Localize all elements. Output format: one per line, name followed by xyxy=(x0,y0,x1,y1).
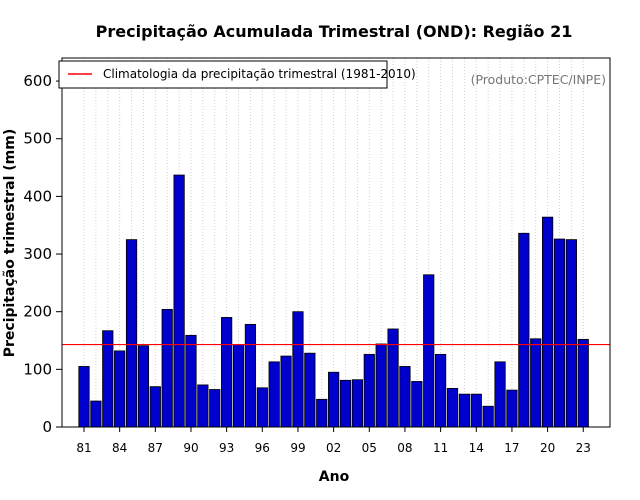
bar-1997 xyxy=(268,361,280,428)
bar-1981 xyxy=(78,366,90,428)
y-tick-label-500: 500 xyxy=(23,130,52,148)
bar-2002 xyxy=(328,371,340,428)
bar-1988 xyxy=(161,308,173,428)
x-tick-label-23: 23 xyxy=(576,441,591,455)
bar-2005 xyxy=(363,353,375,428)
bar-1985 xyxy=(125,239,138,428)
bar-2022 xyxy=(565,239,577,428)
bar-1998 xyxy=(280,355,292,428)
x-tick-label-99: 99 xyxy=(290,441,305,455)
bar-2008 xyxy=(399,366,411,428)
y-tick-label-400: 400 xyxy=(23,187,52,205)
x-tick-label-17: 17 xyxy=(504,441,519,455)
bar-1999 xyxy=(292,311,304,428)
plot-frame xyxy=(61,57,611,428)
x-tick-label-90: 90 xyxy=(183,441,198,455)
bar-1984 xyxy=(114,350,126,428)
bar-2006 xyxy=(375,343,387,428)
y-axis-label: Precipitação trimestral (mm) xyxy=(2,129,18,357)
y-tick-label-200: 200 xyxy=(23,303,52,321)
bar-1994 xyxy=(232,344,245,428)
y-tick-label-100: 100 xyxy=(23,360,52,378)
x-tick-label-11: 11 xyxy=(433,441,448,455)
bar-2020 xyxy=(541,216,554,428)
bar-2010 xyxy=(423,274,435,428)
bar-2000 xyxy=(304,352,316,428)
bar-2011 xyxy=(435,353,447,428)
x-tick-label-87: 87 xyxy=(148,441,163,455)
bar-2018 xyxy=(518,232,530,428)
y-tick-label-0: 0 xyxy=(42,418,52,436)
bar-1995 xyxy=(244,323,257,428)
bar-1992 xyxy=(209,389,221,428)
x-tick-label-96: 96 xyxy=(255,441,270,455)
bar-2017 xyxy=(506,389,518,428)
x-tick-label-02: 02 xyxy=(326,441,341,455)
bar-1989 xyxy=(173,174,185,428)
bar-2023 xyxy=(577,338,589,428)
bar-2014 xyxy=(470,393,482,428)
x-tick-label-81: 81 xyxy=(76,441,91,455)
x-tick-label-14: 14 xyxy=(469,441,484,455)
bar-1987 xyxy=(149,386,161,428)
y-tick-label-600: 600 xyxy=(23,72,52,90)
bar-1990 xyxy=(185,334,197,428)
bar-2016 xyxy=(494,361,506,428)
chart-title: Precipitação Acumulada Trimestral (OND):… xyxy=(96,22,573,41)
x-tick-label-93: 93 xyxy=(219,441,234,455)
legend-label: Climatologia da precipitação trimestral … xyxy=(103,67,416,81)
y-axis: 0 100 200 300 400 500 600 xyxy=(23,72,62,436)
bar-1991 xyxy=(197,384,209,428)
vertical-gridlines xyxy=(83,58,584,427)
bar-1993 xyxy=(221,317,233,428)
bar-2021 xyxy=(553,238,566,428)
x-axis: 81 84 87 90 93 96 99 02 05 08 11 14 17 20 23 xyxy=(76,427,591,455)
bar-1983 xyxy=(102,330,114,428)
x-tick-label-84: 84 xyxy=(112,441,127,455)
bar-2007 xyxy=(387,328,399,428)
legend: Climatologia da precipitação trimestral … xyxy=(58,60,416,89)
y-tick-label-300: 300 xyxy=(23,245,52,263)
bar-2012 xyxy=(446,387,459,428)
x-tick-label-20: 20 xyxy=(540,441,555,455)
x-tick-label-05: 05 xyxy=(362,441,377,455)
legend-box xyxy=(58,60,388,89)
bar-1982 xyxy=(90,400,102,428)
x-tick-label-08: 08 xyxy=(397,441,412,455)
bar-2004 xyxy=(351,379,364,428)
bar-2001 xyxy=(316,398,328,428)
product-credit: (Produto:CPTEC/INPE) xyxy=(471,72,606,87)
x-axis-label: Ano xyxy=(319,469,350,485)
bar-2009 xyxy=(411,381,423,428)
bar-2015 xyxy=(482,405,494,428)
bar-2019 xyxy=(530,338,542,428)
bar-2003 xyxy=(339,379,352,428)
bar-2013 xyxy=(458,393,470,428)
bar-1996 xyxy=(256,387,268,428)
bar-1986 xyxy=(137,345,150,428)
